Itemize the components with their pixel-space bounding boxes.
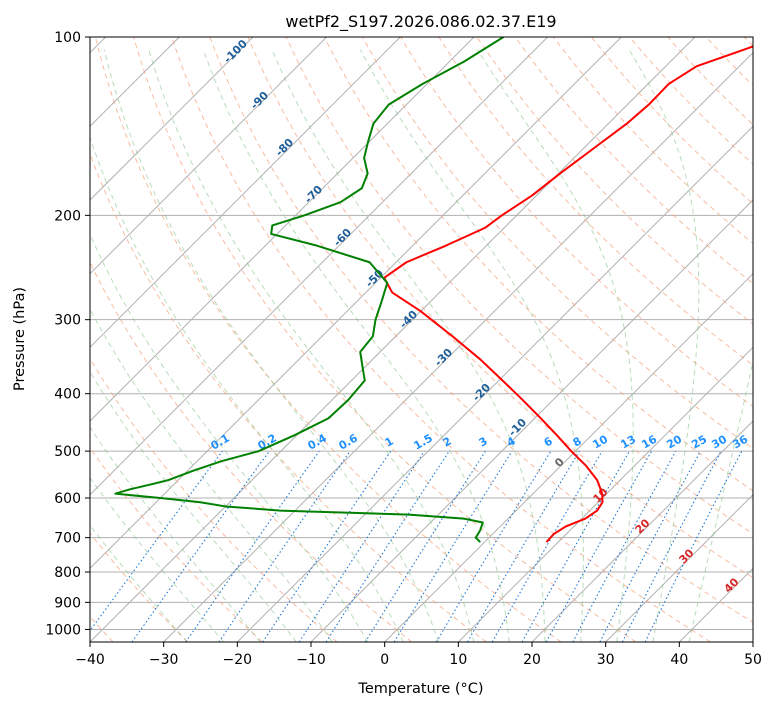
mixing-ratio-line (325, 450, 450, 642)
moist-adiabat (90, 524, 188, 642)
dry-adiabat (90, 532, 189, 642)
moist-adiabat (202, 49, 510, 642)
profile-lines (114, 37, 753, 543)
mixing-ratio-line (218, 450, 351, 642)
x-axis: −40 −30 −20 −10 0 10 20 30 40 50 (75, 642, 762, 668)
background-lines (90, 37, 753, 642)
moist-adiabat (476, 49, 634, 642)
mixing-ratio-line (185, 450, 320, 642)
chart-title: wetPf2_S197.2026.086.02.37.E19 (285, 12, 556, 32)
y-tick-label: 500 (54, 444, 81, 460)
dry-adiabat (90, 357, 338, 642)
x-tick-label: −40 (75, 652, 105, 668)
isotherm (90, 37, 254, 201)
isotherm (90, 37, 696, 642)
isotherm (163, 51, 753, 642)
isotherm (752, 641, 753, 642)
mixing-ratio-line (521, 450, 630, 642)
moist-adiabat (90, 233, 369, 642)
mixing-ratio-line (572, 450, 677, 642)
y-tick-label: 400 (54, 387, 81, 403)
y-tick-label: 1000 (45, 622, 81, 638)
y-tick-label: 800 (54, 565, 81, 581)
mixing-ratio-line (90, 450, 223, 632)
dry-adiabat (362, 37, 753, 449)
x-axis-label: Temperature (°C) (357, 681, 483, 697)
y-axis-label: Pressure (hPa) (12, 287, 28, 391)
mixing-ratio-line (364, 450, 486, 642)
y-tick-label: 600 (54, 491, 81, 507)
y-tick-label: 700 (54, 531, 81, 547)
mixing-ratio-line (435, 450, 552, 642)
x-tick-label: 20 (523, 652, 541, 668)
moist-adiabat (688, 358, 753, 642)
moist-adiabat (628, 49, 700, 642)
isotherm (384, 272, 753, 642)
x-tick-label: 0 (380, 652, 389, 668)
x-tick-label: −10 (296, 652, 326, 668)
x-tick-label: 10 (449, 652, 467, 668)
mixing-ratio-line (131, 450, 270, 642)
moist-adiabat (271, 49, 546, 642)
dry-adiabat (514, 37, 753, 285)
mixing-ratio-line (393, 450, 513, 642)
dry-adiabat (438, 37, 753, 366)
dry-adiabat (247, 37, 753, 579)
moist-adiabat (90, 476, 225, 642)
isotherm (90, 37, 328, 275)
y-axis: 100 200 300 400 500 600 700 800 900 1000 (45, 30, 90, 638)
y-tick-label: 300 (54, 313, 81, 329)
dewpoint-line (114, 37, 504, 543)
isotherm (90, 37, 622, 570)
dry-adiabat (90, 261, 413, 642)
x-tick-label: 30 (597, 652, 615, 668)
mixing-ratio-line (491, 450, 603, 642)
isotherm (90, 37, 549, 496)
dry-adiabat (400, 37, 753, 407)
isotherm (605, 493, 753, 642)
isotherm (457, 346, 753, 642)
temperature-line (383, 45, 753, 543)
y-tick-label: 200 (54, 208, 81, 224)
mixing-ratio-line (467, 450, 580, 642)
x-tick-label: −20 (223, 652, 253, 668)
mixing-ratio-line (545, 450, 653, 642)
plot-frame (89, 36, 754, 643)
dry-adiabat (323, 37, 753, 492)
isotherm (90, 37, 401, 349)
moist-adiabat (90, 135, 404, 642)
dry-adiabat (133, 37, 637, 642)
x-tick-label: 40 (670, 652, 688, 668)
x-tick-label: −30 (149, 652, 179, 668)
moist-adiabat (103, 49, 439, 642)
dry-adiabat (285, 37, 753, 535)
plot-background (90, 37, 753, 642)
x-tick-label: 50 (744, 652, 762, 668)
y-tick-label: 900 (54, 595, 81, 611)
isotherm (90, 37, 475, 422)
y-tick-label: 100 (54, 30, 81, 46)
dry-adiabat (552, 37, 753, 245)
dry-adiabat (209, 37, 753, 624)
dry-adiabat (94, 37, 562, 642)
isotherm (531, 420, 753, 642)
isotherm (236, 125, 753, 642)
moist-adiabat (148, 49, 475, 642)
moist-adiabat (90, 370, 297, 642)
